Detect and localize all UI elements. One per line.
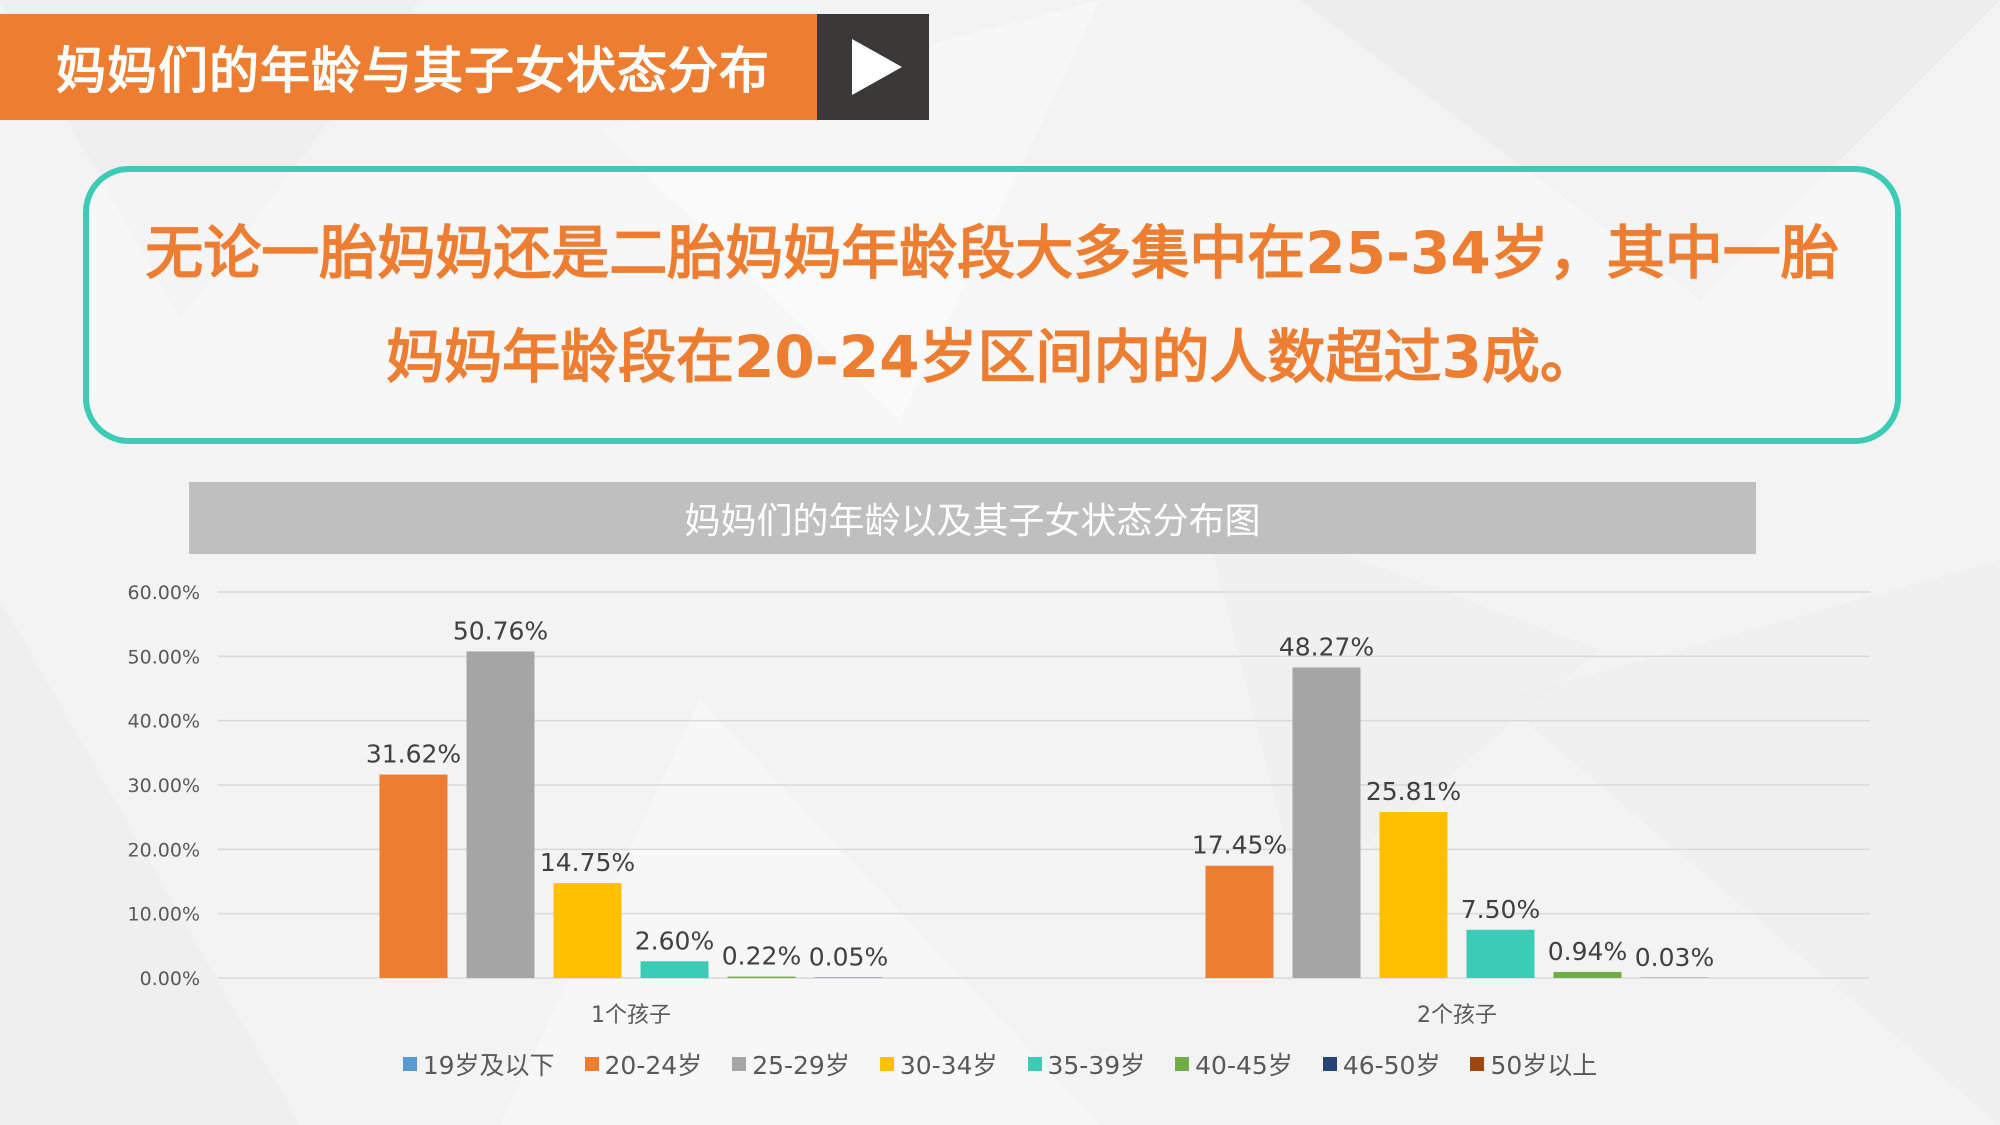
legend-label: 25-29岁 <box>752 1051 850 1080</box>
legend-swatch <box>732 1057 747 1071</box>
header-bar: 妈妈们的年龄与其子女状态分布 <box>0 14 817 120</box>
data-label: 25.81% <box>1366 777 1461 806</box>
summary-text: 无论一胎妈妈还是二胎妈妈年龄段大多集中在25-34岁，其中一胎妈妈年龄段在20-… <box>145 219 1839 391</box>
legend-item: 30-34岁 <box>879 1046 998 1082</box>
legend-item: 50岁以上 <box>1470 1046 1597 1082</box>
bar <box>466 651 535 978</box>
y-tick-label: 40.00% <box>128 711 200 733</box>
legend-item: 35-39岁 <box>1027 1046 1146 1082</box>
x-category-label: 2个孩子 <box>1417 1003 1497 1028</box>
bar <box>640 961 709 978</box>
play-button[interactable] <box>817 14 929 120</box>
y-tick-label: 0.00% <box>140 968 200 990</box>
chart-title: 妈妈们的年龄以及其子女状态分布图 <box>684 501 1261 542</box>
bar <box>1205 865 1274 978</box>
y-tick-label: 10.00% <box>128 904 200 926</box>
legend-label: 30-34岁 <box>899 1051 998 1080</box>
chart-title-band: 妈妈们的年龄以及其子女状态分布图 <box>189 482 1756 554</box>
bar <box>379 774 448 978</box>
legend-label: 35-39岁 <box>1047 1051 1146 1080</box>
legend-swatch <box>1175 1057 1190 1071</box>
legend-swatch <box>1027 1057 1042 1071</box>
legend-item: 20-24岁 <box>584 1046 703 1082</box>
data-label: 0.03% <box>1635 943 1714 972</box>
legend-item: 46-50岁 <box>1322 1046 1441 1082</box>
legend-label: 50岁以上 <box>1490 1051 1598 1080</box>
data-label: 0.22% <box>722 942 801 971</box>
page-title: 妈妈们的年龄与其子女状态分布 <box>56 42 770 100</box>
data-label: 0.05% <box>809 943 888 972</box>
legend-label: 40-45岁 <box>1195 1051 1293 1080</box>
data-label: 0.94% <box>1548 937 1627 966</box>
y-tick-label: 60.00% <box>128 582 200 604</box>
legend-swatch <box>584 1057 599 1071</box>
data-label: 31.62% <box>366 740 461 769</box>
legend-label: 46-50岁 <box>1342 1051 1441 1080</box>
play-icon <box>852 39 902 95</box>
bar <box>727 976 796 978</box>
summary-callout: 无论一胎妈妈还是二胎妈妈年龄段大多集中在25-34岁，其中一胎妈妈年龄段在20-… <box>83 166 1901 444</box>
legend-label: 19岁及以下 <box>422 1051 555 1080</box>
data-label: 48.27% <box>1279 632 1374 661</box>
y-tick-label: 20.00% <box>128 839 200 861</box>
legend-item: 19岁及以下 <box>402 1046 555 1082</box>
bar <box>1292 667 1361 978</box>
legend-swatch <box>402 1057 417 1071</box>
legend-item: 40-45岁 <box>1175 1046 1293 1082</box>
data-label: 14.75% <box>540 848 635 877</box>
data-label: 7.50% <box>1461 895 1540 924</box>
legend-swatch <box>879 1057 894 1071</box>
data-label: 50.76% <box>453 616 548 645</box>
chart-legend: 19岁及以下 20-24岁 25-29岁 30-34岁 35-39岁 40-45岁 46-5… <box>0 1046 2000 1082</box>
legend-item: 25-29岁 <box>732 1046 850 1082</box>
legend-label: 20-24岁 <box>604 1051 703 1080</box>
data-label: 2.60% <box>635 926 714 955</box>
y-tick-label: 50.00% <box>128 646 200 668</box>
bar <box>1553 971 1622 978</box>
x-category-label: 1个孩子 <box>591 1003 671 1028</box>
bar <box>1466 929 1535 978</box>
data-label: 17.45% <box>1192 831 1287 860</box>
legend-swatch <box>1470 1057 1485 1071</box>
bar <box>553 883 622 978</box>
bar <box>1379 811 1448 978</box>
y-tick-label: 30.00% <box>128 775 200 797</box>
legend-swatch <box>1322 1057 1337 1071</box>
